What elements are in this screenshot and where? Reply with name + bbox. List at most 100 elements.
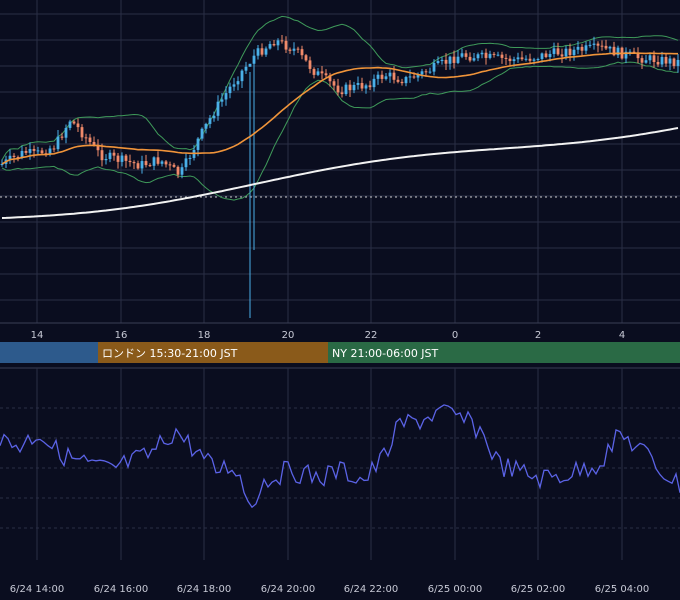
candle-body xyxy=(408,76,412,78)
candle-body xyxy=(460,53,464,57)
candle-body xyxy=(532,59,536,61)
candle-body xyxy=(180,167,184,175)
candle-body xyxy=(188,157,192,159)
candle-body xyxy=(136,163,140,169)
candle-body xyxy=(508,58,512,62)
candle-body xyxy=(224,93,228,100)
candle-body xyxy=(640,58,644,63)
candle-body xyxy=(56,136,60,150)
candle-body xyxy=(536,58,540,60)
candle-body xyxy=(608,46,612,49)
candle-body xyxy=(496,54,500,56)
candle-body xyxy=(48,148,52,155)
candle-body xyxy=(168,164,172,166)
candle-body xyxy=(456,56,460,63)
candle-body xyxy=(632,51,636,53)
candle-body xyxy=(232,84,236,87)
candle-body xyxy=(596,43,600,46)
candle-body xyxy=(96,144,100,151)
candle-body xyxy=(320,71,324,74)
candle-body xyxy=(152,157,156,166)
price-x-tick-label: 20 xyxy=(282,330,295,341)
candle-body xyxy=(160,161,164,164)
candle-body xyxy=(376,74,380,79)
candle-body xyxy=(348,84,352,91)
candle-body xyxy=(208,118,212,124)
candle-body xyxy=(644,60,648,63)
candle-body xyxy=(432,63,436,72)
candle-body xyxy=(472,58,476,61)
ma-fast-line xyxy=(1,52,678,165)
candle-body xyxy=(164,161,168,165)
candle-body xyxy=(576,46,580,50)
candle-body xyxy=(288,49,292,51)
bollinger-bands xyxy=(1,15,679,201)
bollinger-upper xyxy=(1,15,679,161)
candle-body xyxy=(428,71,432,73)
candle-body xyxy=(584,45,588,51)
candle-body xyxy=(184,158,188,168)
candle-body xyxy=(564,48,568,57)
candle-body xyxy=(476,54,480,59)
candle-body xyxy=(284,40,288,50)
candle-body xyxy=(516,57,520,60)
candle-body xyxy=(520,57,524,60)
candle-body xyxy=(228,86,232,94)
candle-body xyxy=(424,71,428,73)
candle-body xyxy=(28,149,32,153)
osc-x-tick-label: 6/25 00:00 xyxy=(428,584,482,595)
candle-body xyxy=(588,44,592,46)
candle-body xyxy=(440,59,444,62)
candle-body xyxy=(108,152,112,159)
ma-slow-line xyxy=(1,127,679,219)
candle-body xyxy=(156,157,160,164)
candle-body xyxy=(380,74,384,79)
osc-x-tick-label: 6/24 20:00 xyxy=(261,584,315,595)
osc-x-tick-label: 6/24 22:00 xyxy=(344,584,398,595)
candle-body xyxy=(52,148,56,150)
candle-body xyxy=(500,54,504,58)
price-x-tick-label: 16 xyxy=(115,330,128,341)
candle-body xyxy=(636,52,640,59)
candle-body xyxy=(600,45,604,47)
osc-x-tick-label: 6/25 02:00 xyxy=(511,584,565,595)
candle-body xyxy=(36,150,40,152)
candle-body xyxy=(480,52,484,55)
candle-body xyxy=(172,164,176,167)
candle-body xyxy=(12,155,16,157)
moving-averages xyxy=(1,52,679,219)
candle-body xyxy=(196,138,200,150)
candle-body xyxy=(528,58,532,61)
candle-body xyxy=(204,123,208,129)
oscillator-series xyxy=(0,404,680,509)
candle-body xyxy=(176,166,180,175)
candle-body xyxy=(656,61,660,65)
price-x-tick-label: 14 xyxy=(31,330,44,341)
candle-body xyxy=(452,56,456,63)
oscillator-x-axis: 6/24 14:00 6/24 16:00 6/24 18:00 6/24 20:00… xyxy=(10,584,649,595)
candle-body xyxy=(616,47,620,56)
candle-body xyxy=(448,56,452,64)
candle-body xyxy=(84,137,88,139)
candle-body xyxy=(300,49,304,56)
candle-body xyxy=(68,121,72,128)
candle-body xyxy=(280,40,284,42)
osc-x-tick-label: 6/24 18:00 xyxy=(177,584,231,595)
candle-body xyxy=(672,58,676,66)
candle-body xyxy=(220,99,224,102)
candle-body xyxy=(560,54,564,57)
candle-body xyxy=(112,152,116,156)
candle-body xyxy=(200,128,204,139)
candle-body xyxy=(8,155,12,160)
osc-x-tick-label: 6/25 04:00 xyxy=(595,584,649,595)
candle-body xyxy=(40,150,44,154)
candle-body xyxy=(120,155,124,162)
candle-body xyxy=(292,48,296,51)
bollinger-lower xyxy=(1,61,678,201)
osc-x-tick-label: 6/24 14:00 xyxy=(10,584,64,595)
candle-body xyxy=(624,51,628,59)
candle-body xyxy=(308,60,312,69)
candle-body xyxy=(604,45,608,49)
candle-body xyxy=(236,81,240,85)
